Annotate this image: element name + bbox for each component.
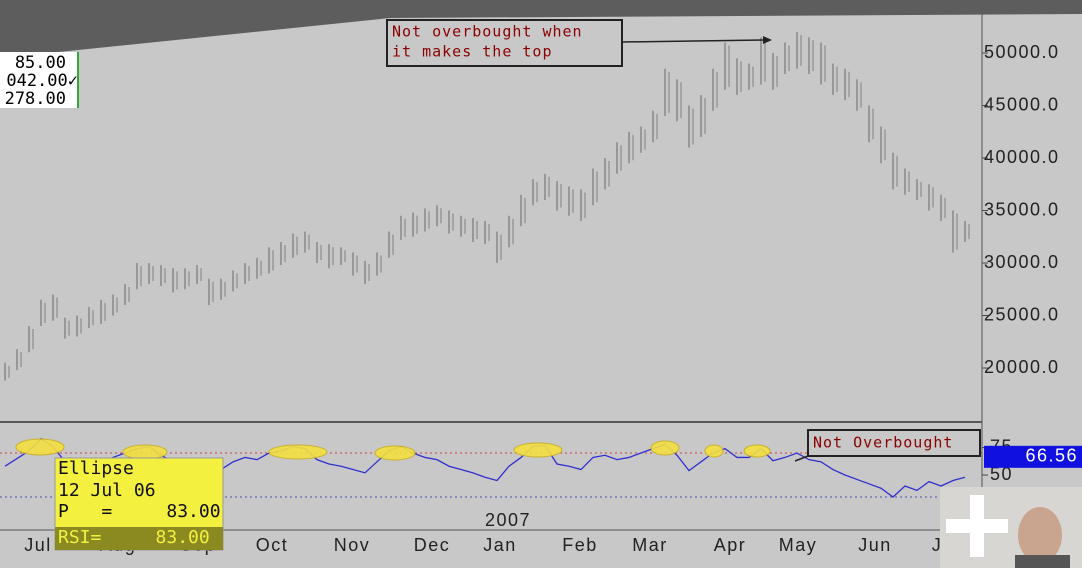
x-tick-label: Jun xyxy=(858,535,892,555)
y-tick-label: 35000.0 xyxy=(984,199,1060,219)
annotation: Not overbought when xyxy=(392,23,583,41)
y-tick-label: 20000.0 xyxy=(984,357,1060,377)
annotation: it makes the top xyxy=(392,43,553,61)
annotation-arrow xyxy=(621,39,767,43)
annotation-arrow xyxy=(794,455,809,462)
annotation-box xyxy=(386,19,623,67)
x-tick-label: Dec xyxy=(414,535,451,555)
year-label: 2007 xyxy=(485,510,531,530)
overbought-ellipses xyxy=(15,438,771,461)
last-value: 66.56 xyxy=(1025,446,1078,466)
x-tick-label: Oct xyxy=(256,535,289,555)
arrow-head xyxy=(763,36,772,44)
cursor-text: Ellipse xyxy=(58,458,134,479)
ellipse xyxy=(650,440,680,456)
readout: 278.00 xyxy=(5,89,66,109)
plot-area: 50000.0 45000.0 40000.0 35000.0 30000.0 25000… xyxy=(0,32,1060,498)
annotation-box xyxy=(807,429,981,457)
x-tick-label: Feb xyxy=(562,535,598,555)
y-tick-label: 25000.0 xyxy=(984,304,1060,324)
webcam xyxy=(940,487,1082,568)
cursor-text: P = 83.00 xyxy=(58,501,221,522)
y-tick-label: 30000.0 xyxy=(984,252,1060,272)
x-tick-label: Mar xyxy=(632,535,668,555)
ellipse xyxy=(374,445,416,461)
top-shadow xyxy=(0,0,1082,58)
readout: 042.00✓ xyxy=(6,71,78,91)
ellipse xyxy=(122,444,168,460)
x-tick-label: J xyxy=(932,535,943,555)
ellipse xyxy=(268,444,328,460)
y-tick-label: 45000.0 xyxy=(984,94,1060,114)
ellipse xyxy=(15,438,65,456)
readout: 85.00 xyxy=(15,53,66,73)
ellipse xyxy=(743,444,771,458)
x-tick-label: Jan xyxy=(483,535,517,555)
x-tick-label: Apr xyxy=(714,535,747,555)
last-value-box xyxy=(984,445,1082,468)
y-tick-label: 40000.0 xyxy=(984,147,1060,167)
cursor-text: RSI= 83.00 xyxy=(58,527,210,548)
webcam-person xyxy=(1015,555,1070,568)
webcam-person xyxy=(1018,507,1062,563)
x-tick-label: Jul xyxy=(24,535,52,555)
x-tick-label: Nov xyxy=(334,535,371,555)
annotation: Not Overbought xyxy=(813,434,953,452)
y-tick-label: 50 xyxy=(990,464,1013,484)
ellipse xyxy=(513,442,563,458)
cursor-box-highlight xyxy=(55,527,223,550)
readout-box xyxy=(0,52,78,108)
x-tick-label: May xyxy=(779,535,818,555)
plus-icon xyxy=(946,519,1008,533)
cursor-text: 12 Jul 06 xyxy=(58,480,156,501)
y-tick-label: 50000.0 xyxy=(984,42,1060,62)
ellipse xyxy=(704,444,724,458)
